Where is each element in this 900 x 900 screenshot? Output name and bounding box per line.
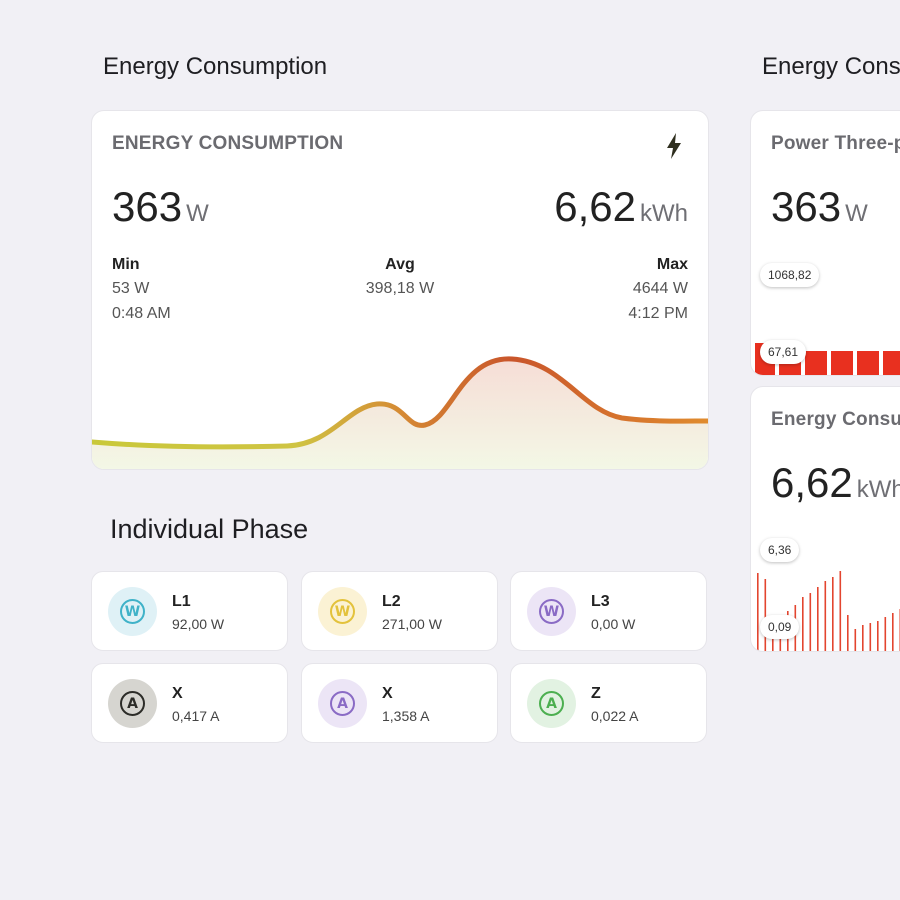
power-value: 363 W [771, 183, 868, 231]
phase-name: Z [591, 685, 601, 702]
energy-bar [832, 577, 834, 651]
card-title: Energy Consu [771, 409, 900, 430]
energy-bar [869, 623, 872, 651]
phase-icon-badge: W [527, 587, 576, 636]
max-value: 4644 W [632, 280, 688, 297]
energy-unit: kWh [856, 476, 900, 503]
energy-consumption-card-right[interactable]: Energy Consu 6,62 kWh 6,36 0,09 [750, 386, 900, 652]
phase-tile[interactable]: A Z 0,022 A [510, 663, 707, 743]
energy-bar [839, 571, 842, 651]
phase-tile[interactable]: W L2 271,00 W [301, 571, 498, 651]
energy-unit: kWh [640, 200, 688, 227]
total-energy-value: 6,62 kWh [554, 183, 688, 231]
watt-icon: W [120, 599, 145, 624]
phase-name: X [382, 685, 393, 702]
current-power-value: 363 W [112, 183, 209, 231]
energy-bar [809, 593, 812, 651]
phase-value: 1,358 A [382, 708, 430, 724]
min-value: 53 W [112, 280, 150, 297]
phase-icon-badge: A [108, 679, 157, 728]
power-number: 363 [112, 183, 183, 230]
energy-consumption-card[interactable]: ENERGY CONSUMPTION 363 W 6,62 kWh Min 53 W… [91, 110, 709, 470]
energy-bar [802, 597, 804, 651]
max-label: Max [656, 256, 688, 273]
power-unit: W [186, 200, 209, 227]
ampere-icon: A [539, 691, 564, 716]
avg-label: Avg [385, 256, 415, 273]
phase-name: L3 [591, 593, 610, 610]
watt-icon: W [539, 599, 564, 624]
phase-value: 0,00 W [591, 616, 636, 632]
chart-max-pill: 1068,82 [760, 263, 820, 287]
phase-value: 271,00 W [382, 616, 442, 632]
watt-icon: W [330, 599, 355, 624]
chart-min-pill: 0,09 [760, 615, 800, 639]
phase-icon-badge: A [527, 679, 576, 728]
power-three-phase-card[interactable]: Power Three-p 363 W 1068,82 67,61 [750, 110, 900, 376]
energy-bar [884, 617, 887, 651]
energy-number: 6,62 [554, 183, 636, 230]
lightning-bolt-icon [663, 131, 685, 161]
phase-value: 92,00 W [172, 616, 225, 632]
ampere-icon: A [330, 691, 355, 716]
card-title: ENERGY CONSUMPTION [112, 133, 344, 154]
section-title-phase: Individual Phase [110, 514, 309, 544]
power-unit: W [845, 200, 868, 227]
energy-number: 6,62 [771, 459, 853, 506]
phase-icon-badge: A [318, 679, 367, 728]
energy-bar [862, 625, 864, 651]
phase-icon-badge: W [108, 587, 157, 636]
phase-name: X [172, 685, 183, 702]
energy-value: 6,62 kWh [771, 459, 900, 507]
min-label: Min [112, 256, 140, 273]
max-time: 4:12 PM [628, 305, 688, 322]
phase-icon-badge: W [318, 587, 367, 636]
card-title: Power Three-p [771, 133, 900, 154]
phase-tile[interactable]: W L1 92,00 W [91, 571, 288, 651]
phase-name: L2 [382, 593, 401, 610]
consumption-line [92, 356, 708, 450]
chart-max-pill: 6,36 [760, 538, 800, 562]
energy-bar [817, 587, 819, 651]
avg-value: 398,18 W [365, 280, 435, 297]
energy-bar [764, 579, 767, 651]
energy-bar [854, 629, 857, 651]
chart-min-pill: 67,61 [760, 340, 807, 364]
ampere-icon: A [120, 691, 145, 716]
phase-tile[interactable]: A X 0,417 A [91, 663, 288, 743]
power-number: 363 [771, 183, 842, 230]
phase-value: 0,022 A [591, 708, 639, 724]
energy-bar [824, 581, 827, 651]
phase-value: 0,417 A [172, 708, 220, 724]
energy-bar [757, 573, 759, 651]
phase-tile[interactable]: A X 1,358 A [301, 663, 498, 743]
energy-bar [877, 621, 879, 651]
phase-tile[interactable]: W L3 0,00 W [510, 571, 707, 651]
energy-bar [772, 631, 774, 651]
energy-bar [847, 615, 849, 651]
energy-bar [892, 613, 894, 651]
phase-name: L1 [172, 593, 191, 610]
section-title-energy-right: Energy Cons [762, 53, 900, 80]
energy-bar [779, 637, 782, 651]
section-title-energy: Energy Consumption [103, 53, 328, 80]
consumption-graph [92, 356, 708, 469]
min-time: 0:48 AM [112, 305, 171, 322]
